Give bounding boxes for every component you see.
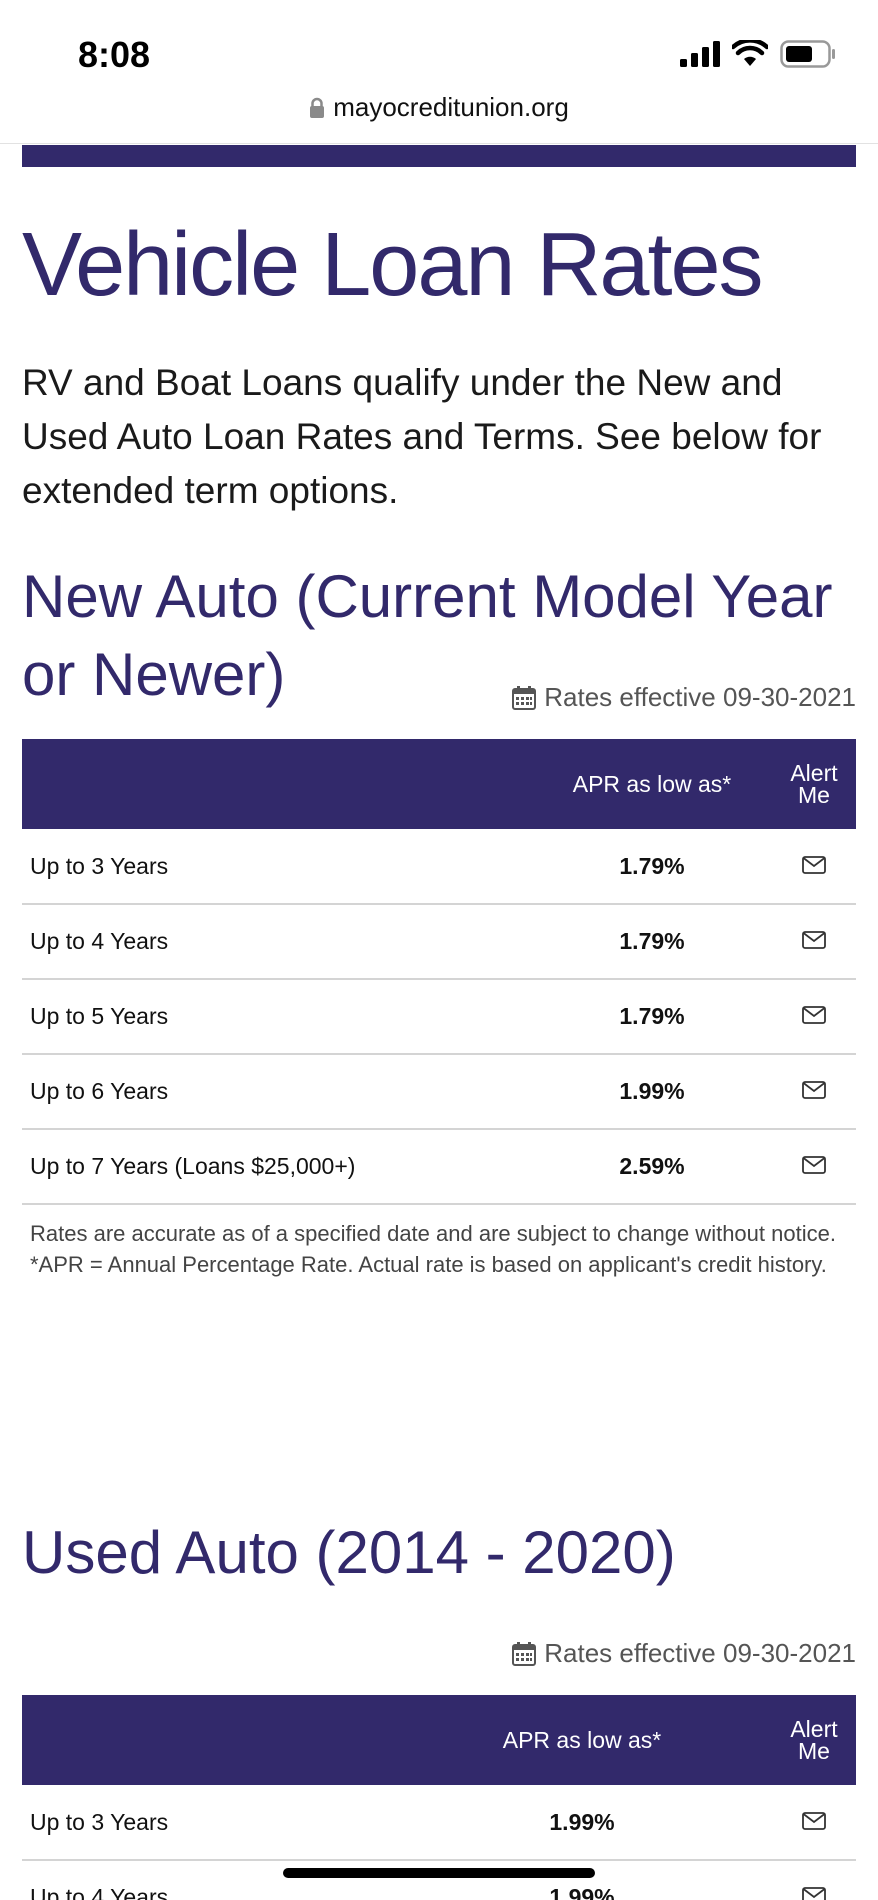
apr-cell: 2.59% [532,1129,772,1205]
alert-header-line2: Me [798,782,830,808]
disclaimer-apr: *APR = Annual Percentage Rate. Actual ra… [30,1252,827,1277]
cellular-signal-icon [680,41,720,67]
used-auto-effective: Rates effective 09-30-2021 [512,1638,856,1669]
envelope-icon[interactable] [802,1081,826,1099]
table-header-row: APR as low as* Alert Me [22,739,856,829]
envelope-icon[interactable] [802,855,826,874]
term-cell: Up to 3 Years [22,829,532,905]
effective-date-text: Rates effective 09-30-2021 [544,682,856,712]
rates-disclaimer: Rates are accurate as of a specified dat… [30,1218,850,1280]
wifi-icon [732,40,768,66]
envelope-icon[interactable] [802,1811,826,1830]
alert-header-line2: Me [798,1738,830,1764]
envelope-icon[interactable] [802,1887,826,1900]
alert-me-button[interactable] [772,1785,856,1861]
home-indicator[interactable] [283,1868,595,1878]
effective-date-text: Rates effective 09-30-2021 [544,1638,856,1668]
alert-me-button[interactable] [772,1054,856,1130]
envelope-icon[interactable] [802,1006,826,1024]
apr-cell: 1.79% [532,904,772,980]
status-time: 8:08 [78,34,151,75]
new-auto-rate-table: APR as low as* Alert Me Up to 3 Years 1.… [22,739,856,1205]
page-title: Vehicle Loan Rates [22,215,764,315]
apr-header: APR as low as* [572,770,732,797]
term-header [22,1695,392,1785]
apr-cell: 1.99% [392,1785,772,1861]
url-text: mayocreditunion.org [333,92,569,122]
alert-me-button[interactable] [772,829,856,905]
table-row: Up to 3 Years 1.79% [22,829,856,905]
disclaimer-accuracy: Rates are accurate as of a specified dat… [30,1221,836,1246]
term-cell: Up to 4 Years [22,1860,392,1900]
alert-header-line1: Alert [790,1716,838,1742]
alert-header-line1: Alert [790,760,838,786]
calendar-icon [512,1641,537,1666]
used-auto-title: Used Auto (2014 - 2020) [22,1519,676,1586]
alert-me-button[interactable] [772,1129,856,1205]
alert-me-button[interactable] [772,1860,856,1900]
apr-cell: 1.79% [532,979,772,1055]
table-row: Up to 4 Years 1.99% [22,1860,856,1900]
lock-icon [310,97,325,118]
table-header-row: APR as low as* Alert Me [22,1695,856,1785]
table-row: Up to 4 Years 1.79% [22,904,856,980]
table-row: Up to 3 Years 1.99% [22,1785,856,1861]
alert-me-button[interactable] [772,904,856,980]
term-cell: Up to 3 Years [22,1785,392,1861]
used-auto-rate-table: APR as low as* Alert Me Up to 3 Years 1.… [22,1695,856,1900]
new-auto-title: New Auto (Current Model Year or Newer) [22,563,833,708]
term-cell: Up to 5 Years [22,979,532,1055]
apr-cell: 1.99% [392,1860,772,1900]
status-icons [680,40,836,68]
calendar-icon [512,685,537,710]
table-row: Up to 6 Years 1.99% [22,1054,856,1130]
table-row: Up to 7 Years (Loans $25,000+) 2.59% [22,1129,856,1205]
term-header [22,739,532,829]
term-cell: Up to 6 Years [22,1054,532,1130]
intro-text: RV and Boat Loans qualify under the New … [22,362,822,511]
apr-header: APR as low as* [502,1726,662,1753]
address-bar[interactable]: mayocreditunion.org [0,92,878,144]
apr-cell: 1.79% [532,829,772,905]
term-cell: Up to 7 Years (Loans $25,000+) [22,1129,532,1205]
table-row: Up to 5 Years 1.79% [22,979,856,1055]
alert-me-header: Alert Me [772,739,856,829]
status-bar: 8:08 [0,0,878,90]
envelope-icon[interactable] [802,931,826,949]
alert-me-header: Alert Me [772,1695,856,1785]
envelope-icon[interactable] [802,1156,826,1174]
header-band [22,145,856,167]
new-auto-effective: Rates effective 09-30-2021 [512,682,856,713]
apr-cell: 1.99% [532,1054,772,1130]
alert-me-button[interactable] [772,979,856,1055]
term-cell: Up to 4 Years [22,904,532,980]
battery-icon [780,40,835,68]
